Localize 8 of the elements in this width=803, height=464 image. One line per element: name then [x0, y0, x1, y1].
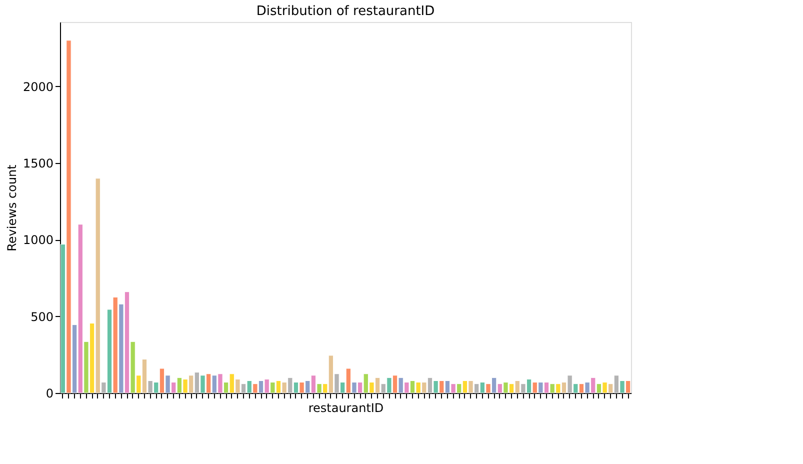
y-tick-label: 500 — [30, 310, 54, 324]
y-tick-label: 0 — [46, 386, 54, 400]
y-axis-title: Reviews count — [4, 164, 19, 252]
chart-title: Distribution of restaurantID — [256, 4, 435, 19]
y-tick-label: 1500 — [22, 156, 54, 171]
x-axis-title: restaurantID — [308, 401, 384, 415]
y-tick-label: 1000 — [22, 233, 54, 248]
y-tick-label: 2000 — [22, 80, 54, 94]
